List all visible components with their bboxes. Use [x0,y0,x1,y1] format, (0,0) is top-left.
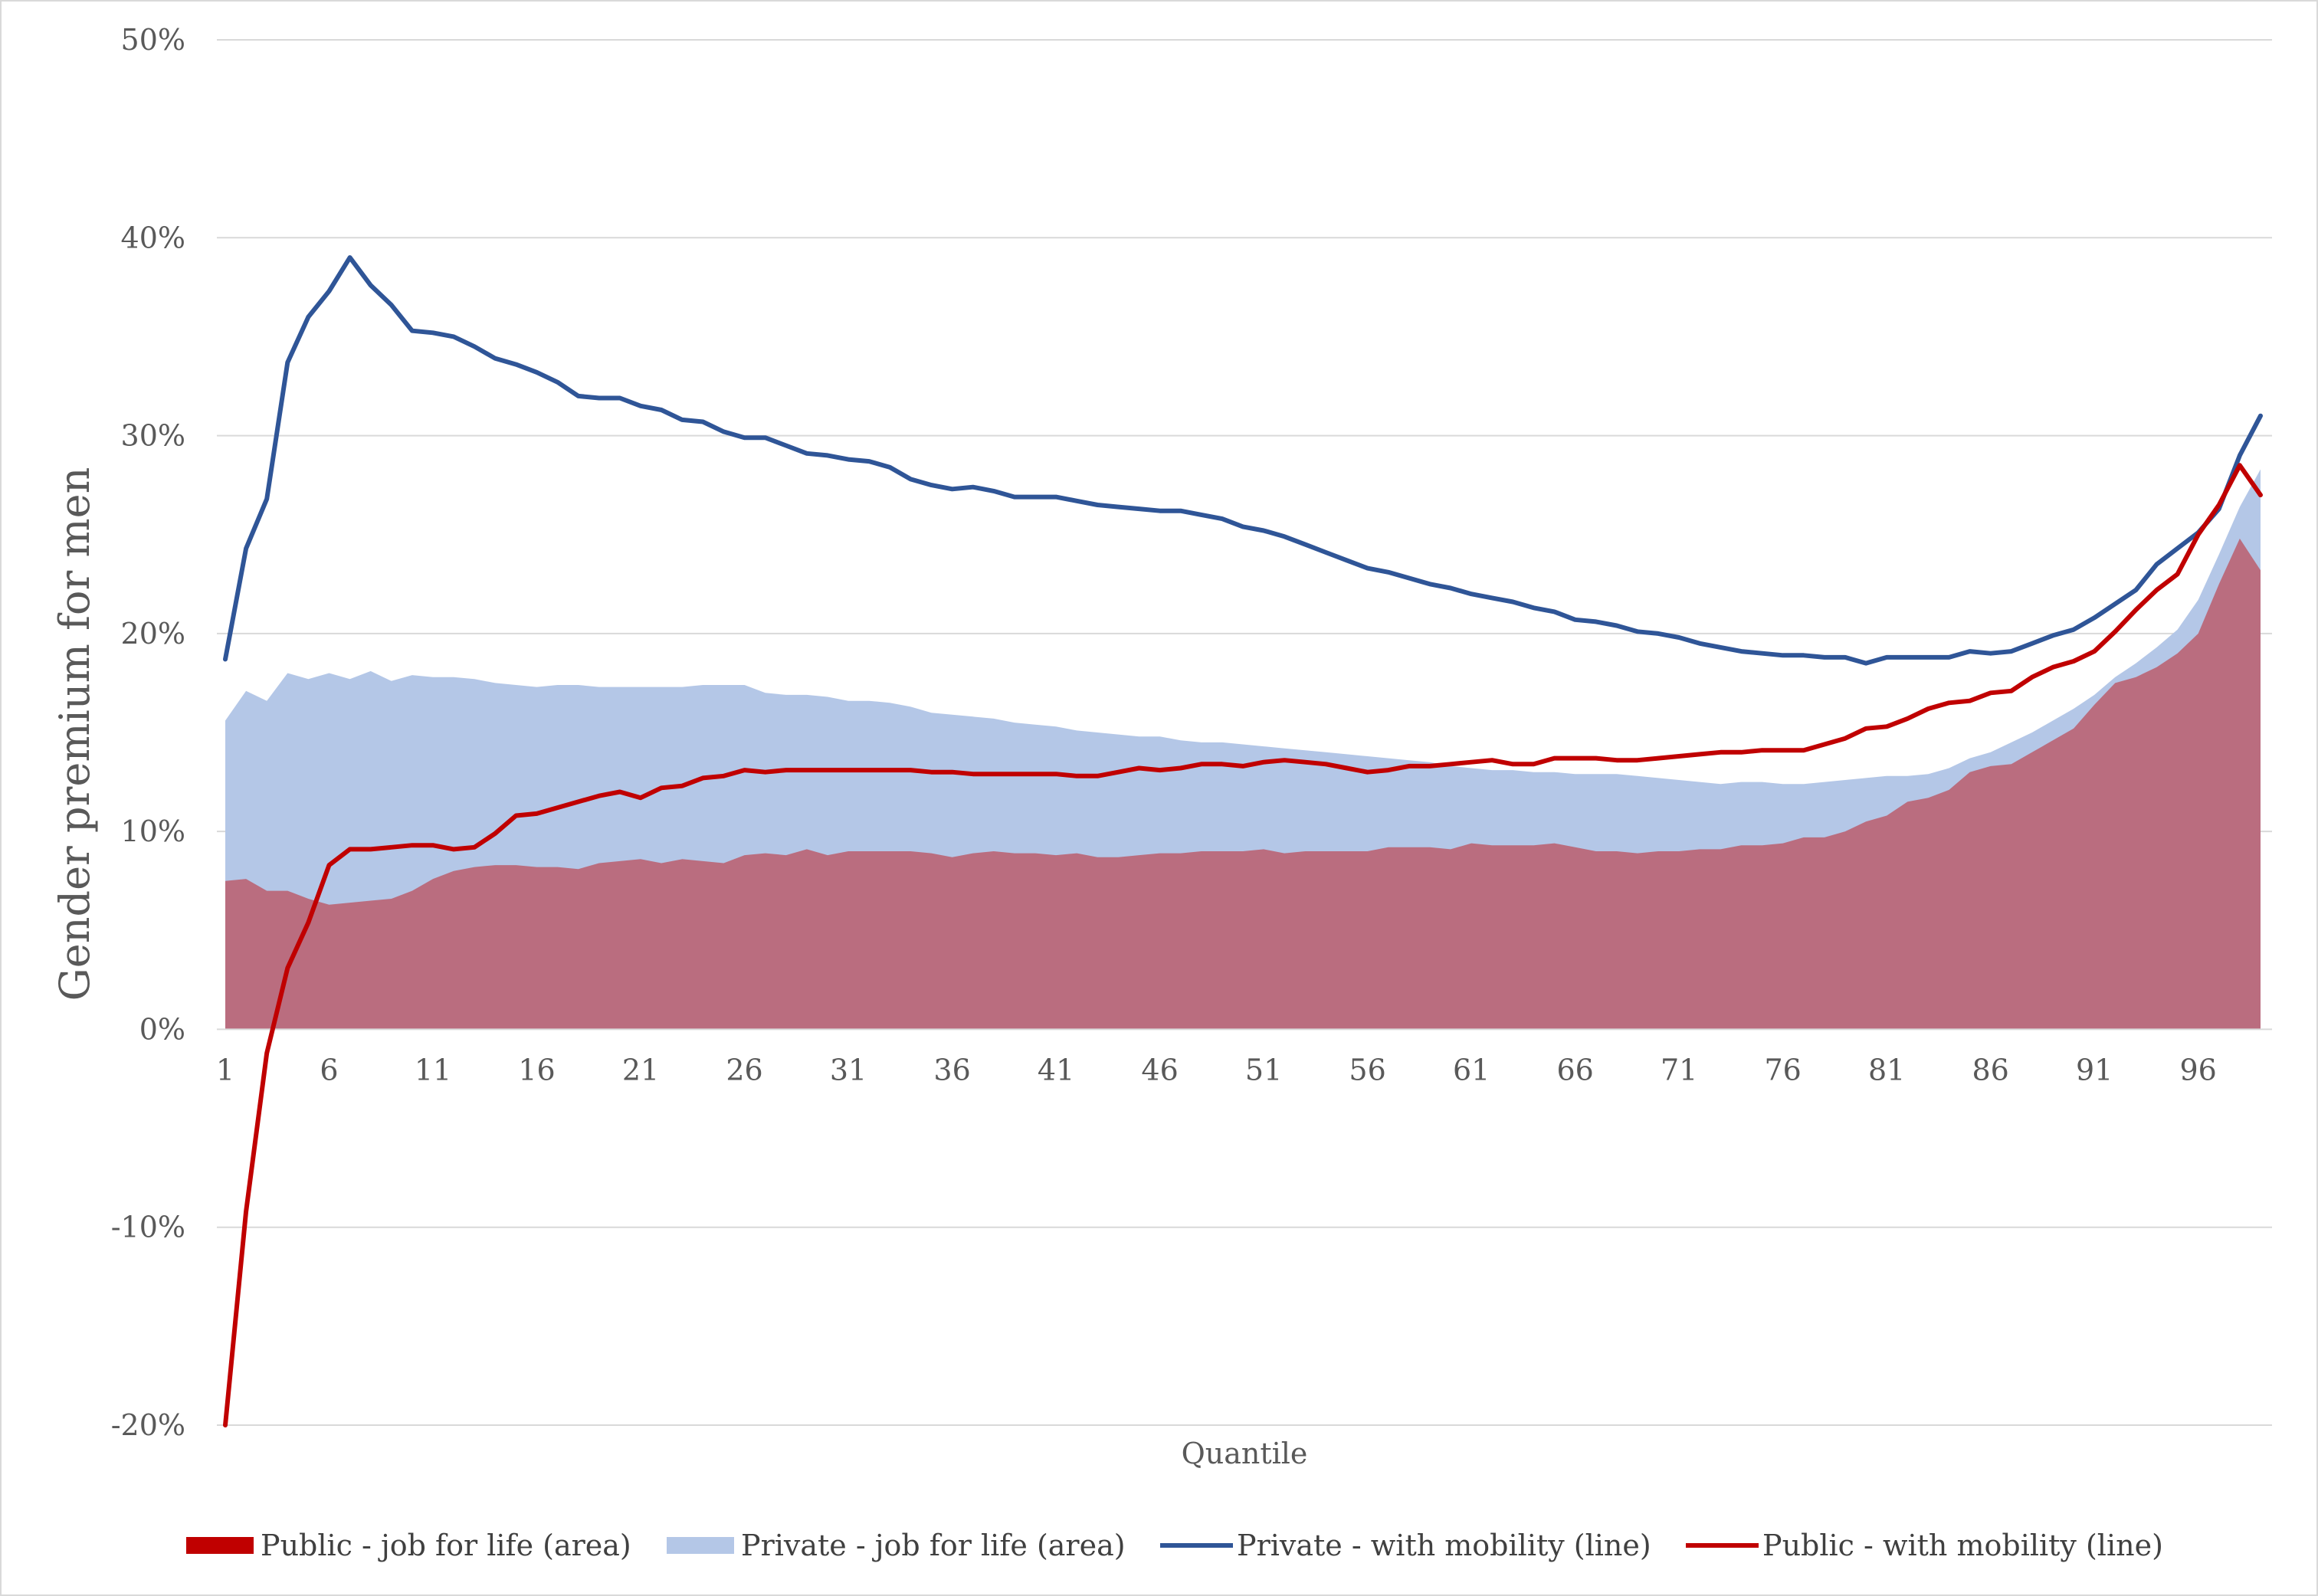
legend-item: Private - with mobility (line) [1160,1529,1651,1562]
legend-swatch [667,1537,734,1554]
x-axis-tick-labels: 1 6 11 16 21 26 31 36 41 46 51 56 61 66 71 76 81 86 91 96 [216,1053,2217,1086]
x-tick-label: 96 [2180,1053,2217,1086]
x-tick-label: 11 [415,1053,451,1086]
x-tick-label: 1 [216,1053,234,1086]
legend-label: Public - with mobility (line) [1762,1529,2163,1562]
x-tick-label: 91 [2076,1053,2113,1086]
y-axis-tick-labels: -20% -10% 0% 10% 20% 30% 40% 50% [111,23,185,1442]
x-tick-label: 46 [1141,1053,1178,1086]
x-tick-label: 26 [726,1053,762,1086]
x-axis-title: Quantile [1182,1437,1308,1470]
y-tick-label: 50% [121,23,185,57]
area-private-job-for-life [225,469,2261,1030]
x-tick-label: 51 [1245,1053,1282,1086]
x-tick-label: 21 [622,1053,659,1086]
x-tick-label: 86 [1972,1053,2008,1086]
legend-item: Public - with mobility (line) [1686,1529,2163,1562]
x-tick-label: 6 [320,1053,338,1086]
x-tick-label: 31 [830,1053,867,1086]
x-tick-label: 71 [1661,1053,1697,1086]
x-tick-label: 61 [1453,1053,1490,1086]
x-tick-label: 76 [1764,1053,1801,1086]
legend-label: Public - job for life (area) [261,1529,631,1562]
line-public-with-mobility [223,463,2263,1427]
area-public-job-for-life [225,538,2261,1030]
y-tick-label: -10% [111,1211,185,1244]
legend-item: Private - job for life (area) [667,1529,1126,1562]
y-tick-label: 40% [121,221,185,254]
y-tick-label: 10% [121,814,185,848]
legend: Public - job for life (area) Private - jo… [186,1529,2163,1562]
y-tick-label: -20% [111,1408,185,1442]
line-private-with-mobility [223,255,2263,666]
legend-item: Public - job for life (area) [186,1529,631,1562]
y-tick-label: 30% [121,419,185,453]
legend-label: Private - job for life (area) [741,1529,1126,1562]
gridlines [217,39,2272,1426]
x-tick-label: 66 [1556,1053,1593,1086]
x-tick-label: 16 [518,1053,555,1086]
legend-swatch [186,1537,254,1554]
x-tick-label: 56 [1349,1053,1385,1086]
area-series [225,469,2261,1030]
y-axis-title: Gender premium for men [51,467,99,1001]
legend-label: Private - with mobility (line) [1237,1529,1651,1562]
y-tick-label: 20% [121,617,185,651]
y-tick-label: 0% [139,1012,185,1046]
line-series [223,255,2263,1427]
x-tick-label: 81 [1868,1053,1905,1086]
x-tick-label: 36 [933,1053,970,1086]
x-tick-label: 41 [1038,1053,1074,1086]
